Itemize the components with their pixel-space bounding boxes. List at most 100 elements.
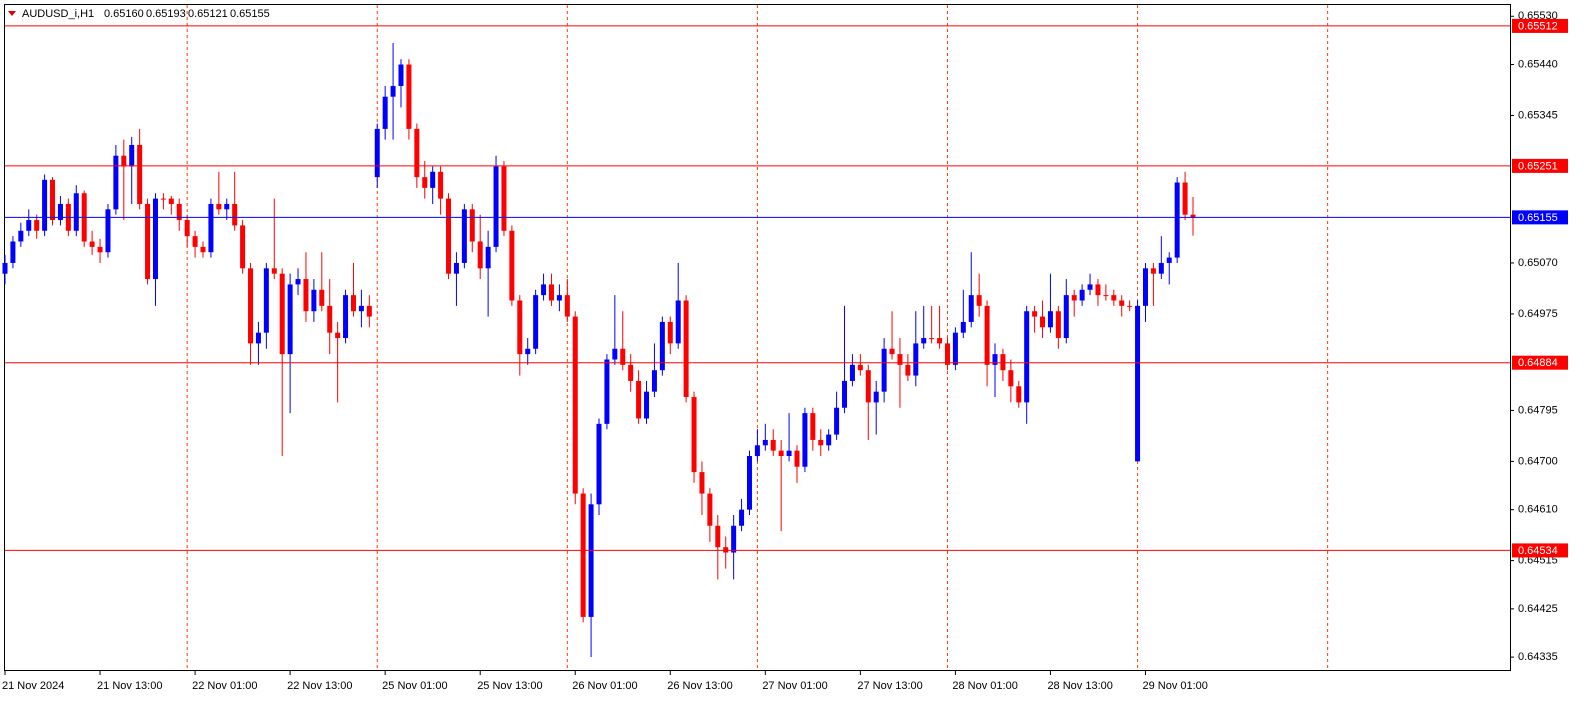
y-tick-label: 0.65070 [1518,257,1558,269]
ohlc-low: 0.65121 [188,8,228,20]
candle-body [746,456,752,510]
candle-body [200,246,206,253]
x-tick-label: 28 Nov 13:00 [1047,680,1112,692]
candle-body [699,472,705,494]
y-tick-label: 0.65345 [1518,109,1558,121]
candle-body [628,364,634,381]
candle-body [525,348,531,355]
candle-body [889,348,895,355]
candle-body [541,284,547,296]
candle-body [778,450,784,457]
candle-body [216,203,222,210]
candle-body [1016,386,1022,403]
collapse-icon[interactable] [8,11,16,16]
x-tick-label: 27 Nov 13:00 [857,680,922,692]
symbol-label: AUDUSD_i,H1 [22,8,94,20]
candle-body [1103,295,1109,297]
candle-body [1063,295,1069,339]
candle-body [335,332,341,339]
candle-body [580,493,586,617]
y-tick-label: 0.64335 [1518,651,1558,663]
candle-body [715,525,721,548]
candle-body [976,295,982,306]
candle-body [1071,295,1077,301]
candle-body [1127,305,1133,307]
candle-body [659,321,665,371]
candle-body [240,225,246,269]
candle-body [1166,257,1172,263]
candle-body [675,300,681,344]
candle-body [1119,300,1125,306]
candle-body [105,209,111,253]
candle-body [279,273,285,355]
candle-body [913,343,919,376]
candle-body [1158,262,1164,274]
price-level-box [1512,18,1568,33]
candle-body [968,295,974,322]
candle-body [152,198,158,280]
candle-body [683,300,689,398]
candle-body [477,241,483,269]
ohlc-open: 0.65160 [104,8,144,20]
candle-body [842,380,848,408]
candle-body [1040,316,1046,328]
candle-body [343,295,349,339]
y-tick-label: 0.64700 [1518,455,1558,467]
candle-body [572,316,578,494]
candle-body [327,305,333,333]
candle-body [501,166,507,231]
candle-body [691,397,697,473]
y-tick-label: 0.64975 [1518,308,1558,320]
candle-body [556,295,562,301]
candle-body [176,203,182,221]
candle-body [1111,295,1117,301]
candle-body [1182,182,1188,215]
price-level-label: 0.65251 [1518,160,1558,172]
y-tick-label: 0.64425 [1518,603,1558,615]
candle-body [723,547,729,553]
x-tick-label: 26 Nov 01:00 [572,680,637,692]
candle-body [548,284,554,301]
price-level-box [1512,210,1568,225]
x-tick-label: 21 Nov 13:00 [97,680,162,692]
candle-body [509,230,515,301]
candle-body [469,209,475,242]
candle-body [366,305,372,317]
candle-body [57,203,63,221]
candle-body [762,439,768,446]
candle-body [1135,305,1141,462]
candle-body [121,155,127,167]
candle-body [754,445,760,457]
candle-body [905,364,911,376]
candle-body [224,203,230,210]
candle-body [2,262,8,274]
x-tick-label: 25 Nov 01:00 [382,680,447,692]
candle-body [1079,289,1085,301]
candle-body [311,289,317,312]
price-level-label: 0.65512 [1518,20,1558,32]
x-tick-label: 22 Nov 13:00 [287,680,352,692]
candle-body [604,359,610,424]
candle-body [248,268,254,344]
y-tick-label: 0.64515 [1518,555,1558,567]
candle-body [731,525,737,553]
y-tick-label: 0.64795 [1518,404,1558,416]
candle-body [517,300,523,355]
candle-body [398,64,404,86]
candle-body [168,198,174,204]
candle-body [184,220,190,237]
candle-body [612,348,618,360]
candle-body [794,450,800,467]
candle-body [929,338,935,340]
candle-body [897,354,903,365]
candle-body [834,407,840,435]
candle-body [350,295,356,312]
candle-body [319,289,325,306]
candle-body [921,338,927,344]
candle-body [739,509,745,526]
candle-body [786,450,792,457]
candle-body [453,262,459,274]
candle-body [208,203,214,253]
candle-body [1024,311,1030,403]
